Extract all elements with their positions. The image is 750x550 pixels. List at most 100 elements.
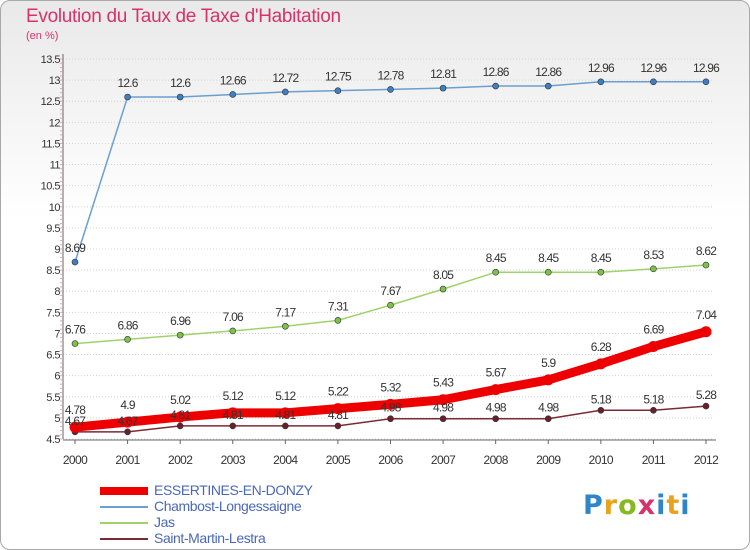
data-label: 8.53	[643, 248, 664, 262]
data-point	[647, 341, 659, 353]
data-label: 7.67	[380, 284, 401, 298]
x-tick-label: 2001	[115, 453, 140, 467]
data-point	[122, 416, 134, 428]
x-tick-label: 2005	[326, 453, 351, 467]
data-point	[334, 422, 342, 430]
data-label: 12.96	[640, 61, 667, 75]
data-point	[597, 268, 605, 276]
data-point	[597, 78, 605, 86]
data-point	[542, 374, 554, 386]
data-label: 7.06	[223, 310, 244, 324]
data-point	[439, 415, 447, 423]
data-point	[332, 403, 344, 415]
data-point	[176, 93, 184, 101]
x-tick-label: 2006	[378, 453, 403, 467]
y-tick-label: 10	[49, 202, 61, 214]
legend-swatch-jas	[100, 522, 148, 524]
data-point	[700, 326, 712, 338]
data-point	[544, 415, 552, 423]
data-point	[176, 422, 184, 430]
data-point	[387, 86, 394, 93]
data-point	[702, 78, 710, 86]
data-point	[492, 82, 499, 90]
data-point	[69, 421, 81, 433]
x-tick-label: 2010	[589, 453, 614, 467]
data-label: 8.69	[65, 241, 86, 255]
data-point	[490, 384, 502, 396]
data-point	[334, 87, 342, 94]
y-tick-label: 12.5	[41, 96, 61, 108]
data-point	[492, 268, 499, 276]
data-point	[229, 91, 237, 98]
data-point	[650, 78, 657, 86]
chart-subtitle: (en %)	[26, 30, 59, 42]
data-point	[544, 268, 552, 276]
x-tick-label: 2003	[221, 453, 246, 467]
data-label: 5.18	[643, 392, 664, 406]
data-label: 12.72	[272, 71, 299, 85]
data-label: 6.76	[65, 323, 86, 337]
data-label: 6.86	[118, 318, 139, 332]
y-tick-label: 9	[54, 244, 60, 256]
data-label: 4.9	[120, 398, 135, 412]
data-label: 4.67	[118, 414, 139, 428]
data-label: 5.18	[591, 392, 612, 406]
data-point	[650, 406, 657, 414]
data-label: 12.96	[693, 61, 720, 75]
x-tick-label: 2000	[63, 453, 88, 467]
data-label: 5.43	[433, 376, 454, 390]
data-point	[387, 415, 394, 423]
data-label: 4.81	[170, 408, 191, 422]
data-label: 12.66	[220, 73, 247, 87]
data-point	[439, 285, 447, 293]
data-labels-layer: 4.67 4.67 4.81 4.81 4.81 4.814.98 4.98 4.98 4.98…	[65, 61, 721, 428]
legend-swatch-chambost	[100, 506, 148, 508]
y-tick-label: 13.5	[41, 54, 61, 66]
data-point	[437, 394, 449, 406]
data-point	[282, 322, 289, 330]
data-label: 5.9	[541, 356, 556, 370]
data-point	[229, 422, 237, 430]
y-tick-label: 5	[54, 413, 60, 425]
data-label: 12.81	[430, 67, 457, 81]
data-point	[71, 340, 79, 347]
legend-swatch-saint-martin	[100, 538, 148, 540]
x-tick-label: 2012	[694, 453, 719, 467]
data-point	[124, 428, 131, 436]
data-label: 7.04	[696, 308, 717, 322]
data-label: 5.22	[328, 385, 349, 399]
y-tick-label: 12	[49, 117, 61, 129]
data-point	[650, 265, 657, 273]
y-tick-label: 11	[50, 160, 61, 172]
legend-swatch-essertines	[100, 487, 148, 495]
data-label: 12.6	[118, 76, 139, 90]
legend-label-jas: Jas	[154, 514, 175, 530]
data-label: 8.45	[538, 251, 559, 265]
legend-label-chambost: Chambost-Longessaigne	[154, 498, 302, 514]
data-label: 12.86	[535, 65, 562, 79]
data-point	[492, 415, 499, 423]
data-label: 12.96	[588, 61, 615, 75]
data-point	[176, 331, 184, 339]
data-label: 8.62	[696, 244, 717, 258]
data-label: 4.81	[328, 408, 349, 422]
y-tick-label: 11.5	[41, 138, 60, 150]
data-label: 8.45	[591, 251, 612, 265]
y-tick-label: 5.5	[46, 392, 60, 404]
data-point	[595, 358, 607, 370]
y-tick-label: 13	[49, 75, 61, 87]
x-tick-label: 2004	[273, 453, 298, 467]
data-point	[702, 402, 710, 410]
series-layer	[69, 78, 712, 436]
data-point	[227, 407, 239, 419]
data-label: 6.28	[591, 340, 612, 354]
data-point	[702, 261, 710, 269]
y-tick-label: 6	[54, 371, 60, 383]
y-tick-label: 8.5	[46, 265, 60, 277]
line-chart: 4.5 5 5.5 6 6.5 7 7.5 8 8.5 9 9.5 10 10.5 11 11.5 12 12.…	[41, 54, 721, 467]
axes: 4.5 5 5.5 6 6.5 7 7.5 8 8.5 9 9.5 10 10.5 11 11.5 12 12.…	[41, 54, 720, 467]
data-point	[279, 407, 291, 419]
data-label: 4.98	[433, 401, 454, 415]
x-tick-label: 2011	[642, 453, 666, 467]
data-label: 8.45	[486, 251, 507, 265]
